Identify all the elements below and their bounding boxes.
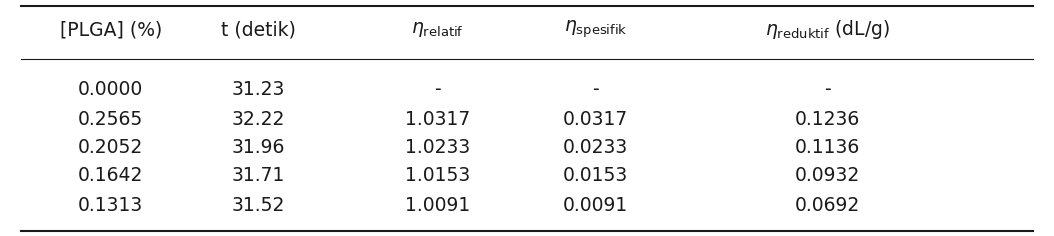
Text: 0.1313: 0.1313 [78, 196, 143, 215]
Text: 1.0091: 1.0091 [405, 196, 470, 215]
Text: -: - [592, 80, 599, 99]
Text: 1.0153: 1.0153 [405, 166, 470, 185]
Text: [PLGA] (%): [PLGA] (%) [59, 20, 162, 39]
Text: 0.0233: 0.0233 [563, 138, 628, 157]
Text: 0.0091: 0.0091 [563, 196, 628, 215]
Text: 0.2565: 0.2565 [78, 110, 143, 129]
Text: 0.1642: 0.1642 [78, 166, 143, 185]
Text: 1.0233: 1.0233 [405, 138, 470, 157]
Text: $\eta_{\mathrm{spesifik}}$: $\eta_{\mathrm{spesifik}}$ [564, 19, 627, 40]
Text: 32.22: 32.22 [232, 110, 285, 129]
Text: 31.96: 31.96 [232, 138, 285, 157]
Text: 31.23: 31.23 [232, 80, 285, 99]
Text: 0.1236: 0.1236 [795, 110, 860, 129]
Text: $\eta_{\mathrm{reduktif}}$ (dL/g): $\eta_{\mathrm{reduktif}}$ (dL/g) [765, 18, 890, 41]
Text: -: - [824, 80, 831, 99]
Text: 1.0317: 1.0317 [405, 110, 470, 129]
Text: 31.71: 31.71 [232, 166, 285, 185]
Text: 0.0692: 0.0692 [795, 196, 860, 215]
Text: 31.52: 31.52 [232, 196, 285, 215]
Text: -: - [434, 80, 441, 99]
Text: $\eta_{\mathrm{relatif}}$: $\eta_{\mathrm{relatif}}$ [411, 20, 464, 39]
Text: 0.0000: 0.0000 [78, 80, 143, 99]
Text: 0.0153: 0.0153 [563, 166, 628, 185]
Text: 0.0317: 0.0317 [563, 110, 628, 129]
Text: 0.1136: 0.1136 [795, 138, 860, 157]
Text: 0.0932: 0.0932 [795, 166, 860, 185]
Text: t (detik): t (detik) [220, 20, 296, 39]
Text: 0.2052: 0.2052 [78, 138, 143, 157]
